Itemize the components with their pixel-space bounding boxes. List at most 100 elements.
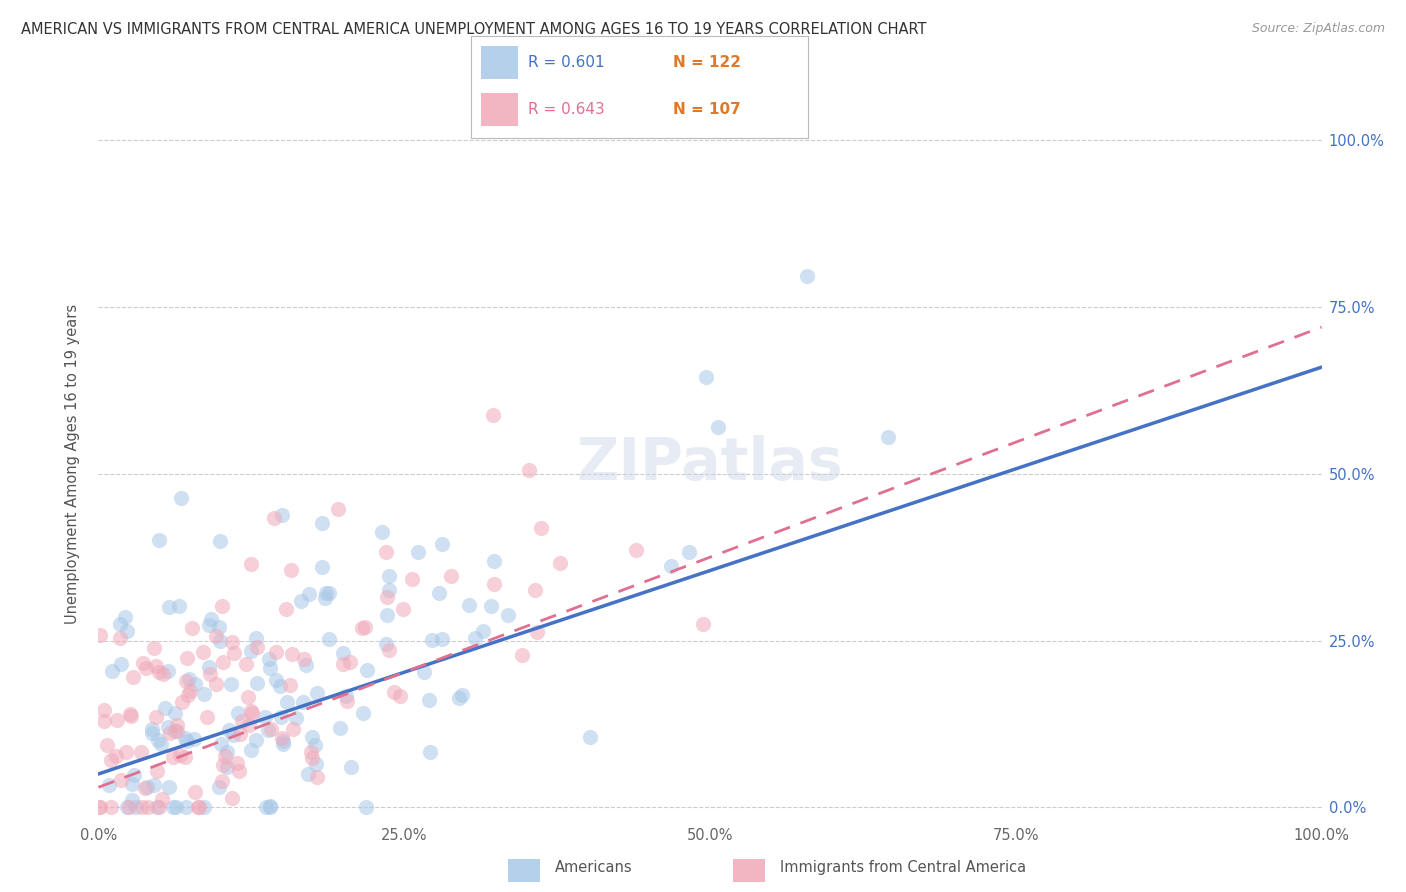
Point — [301, 751, 323, 765]
Point — [184, 676, 207, 690]
Point — [166, 723, 188, 738]
Point — [482, 408, 505, 422]
Point — [290, 594, 312, 608]
Text: N = 107: N = 107 — [673, 102, 741, 117]
Point — [211, 655, 233, 669]
Point — [352, 706, 374, 720]
Point — [352, 621, 374, 635]
Point — [430, 632, 453, 647]
Point — [132, 657, 155, 671]
Point — [375, 590, 398, 604]
Point — [110, 772, 132, 787]
Point — [464, 631, 486, 645]
Point — [240, 644, 263, 658]
Point — [479, 599, 502, 613]
Point — [496, 607, 519, 622]
Point — [311, 516, 333, 530]
Point — [176, 651, 198, 665]
Point — [179, 683, 201, 698]
Point — [198, 618, 221, 632]
Point — [235, 657, 257, 672]
Point — [707, 420, 730, 434]
Point — [378, 569, 401, 583]
Point — [129, 746, 152, 760]
Point — [524, 582, 547, 597]
Point — [332, 646, 354, 660]
Point — [176, 688, 198, 702]
Point — [105, 714, 128, 728]
Point — [339, 655, 361, 669]
Point — [326, 501, 349, 516]
Point — [228, 764, 250, 779]
Point — [391, 601, 413, 615]
Point — [150, 791, 173, 805]
Point — [254, 800, 277, 814]
Point — [166, 718, 188, 732]
Point — [122, 670, 145, 684]
Point — [224, 646, 246, 660]
Point — [278, 678, 301, 692]
Point — [430, 537, 453, 551]
Bar — [508, 859, 540, 882]
Point — [110, 657, 132, 672]
Point — [271, 731, 294, 745]
Point — [354, 620, 377, 634]
Point — [259, 799, 281, 814]
Point — [188, 800, 211, 814]
Point — [246, 676, 269, 690]
Point — [165, 706, 187, 720]
Point — [173, 750, 195, 764]
Point — [285, 711, 308, 725]
Point — [100, 753, 122, 767]
Point — [131, 800, 153, 814]
Point — [297, 766, 319, 780]
Point — [412, 665, 434, 679]
Point — [276, 695, 298, 709]
Point — [329, 721, 352, 735]
Point — [270, 709, 292, 723]
Point — [269, 679, 291, 693]
Point — [271, 508, 294, 523]
Point — [274, 602, 297, 616]
Point — [218, 723, 240, 737]
Point — [205, 629, 228, 643]
Point — [165, 800, 187, 814]
Point — [375, 637, 398, 651]
Point — [159, 726, 181, 740]
Point — [148, 533, 170, 547]
Point — [141, 723, 163, 737]
Point — [221, 790, 243, 805]
Point — [108, 616, 131, 631]
Point — [200, 667, 222, 681]
Point — [93, 703, 115, 717]
Point — [225, 756, 247, 770]
Point — [157, 599, 180, 614]
Point — [292, 652, 315, 666]
Point — [212, 758, 235, 772]
Point — [208, 780, 231, 794]
Point — [217, 745, 239, 759]
Point — [406, 544, 429, 558]
Point — [167, 599, 190, 613]
Point — [117, 800, 139, 814]
Point — [240, 706, 263, 720]
Point — [162, 800, 184, 814]
Point — [264, 673, 287, 687]
Point — [104, 748, 127, 763]
Point — [389, 689, 412, 703]
Point — [339, 760, 361, 774]
Point — [208, 620, 231, 634]
Point — [170, 694, 193, 708]
Point — [152, 666, 174, 681]
Point — [264, 645, 287, 659]
Point — [418, 693, 440, 707]
Point — [209, 634, 232, 648]
Point — [170, 491, 193, 505]
Point — [117, 800, 139, 814]
Point — [375, 545, 398, 559]
Text: Source: ZipAtlas.com: Source: ZipAtlas.com — [1251, 22, 1385, 36]
Point — [318, 585, 340, 599]
Point — [136, 780, 159, 794]
Point — [245, 732, 267, 747]
Point — [157, 780, 180, 794]
